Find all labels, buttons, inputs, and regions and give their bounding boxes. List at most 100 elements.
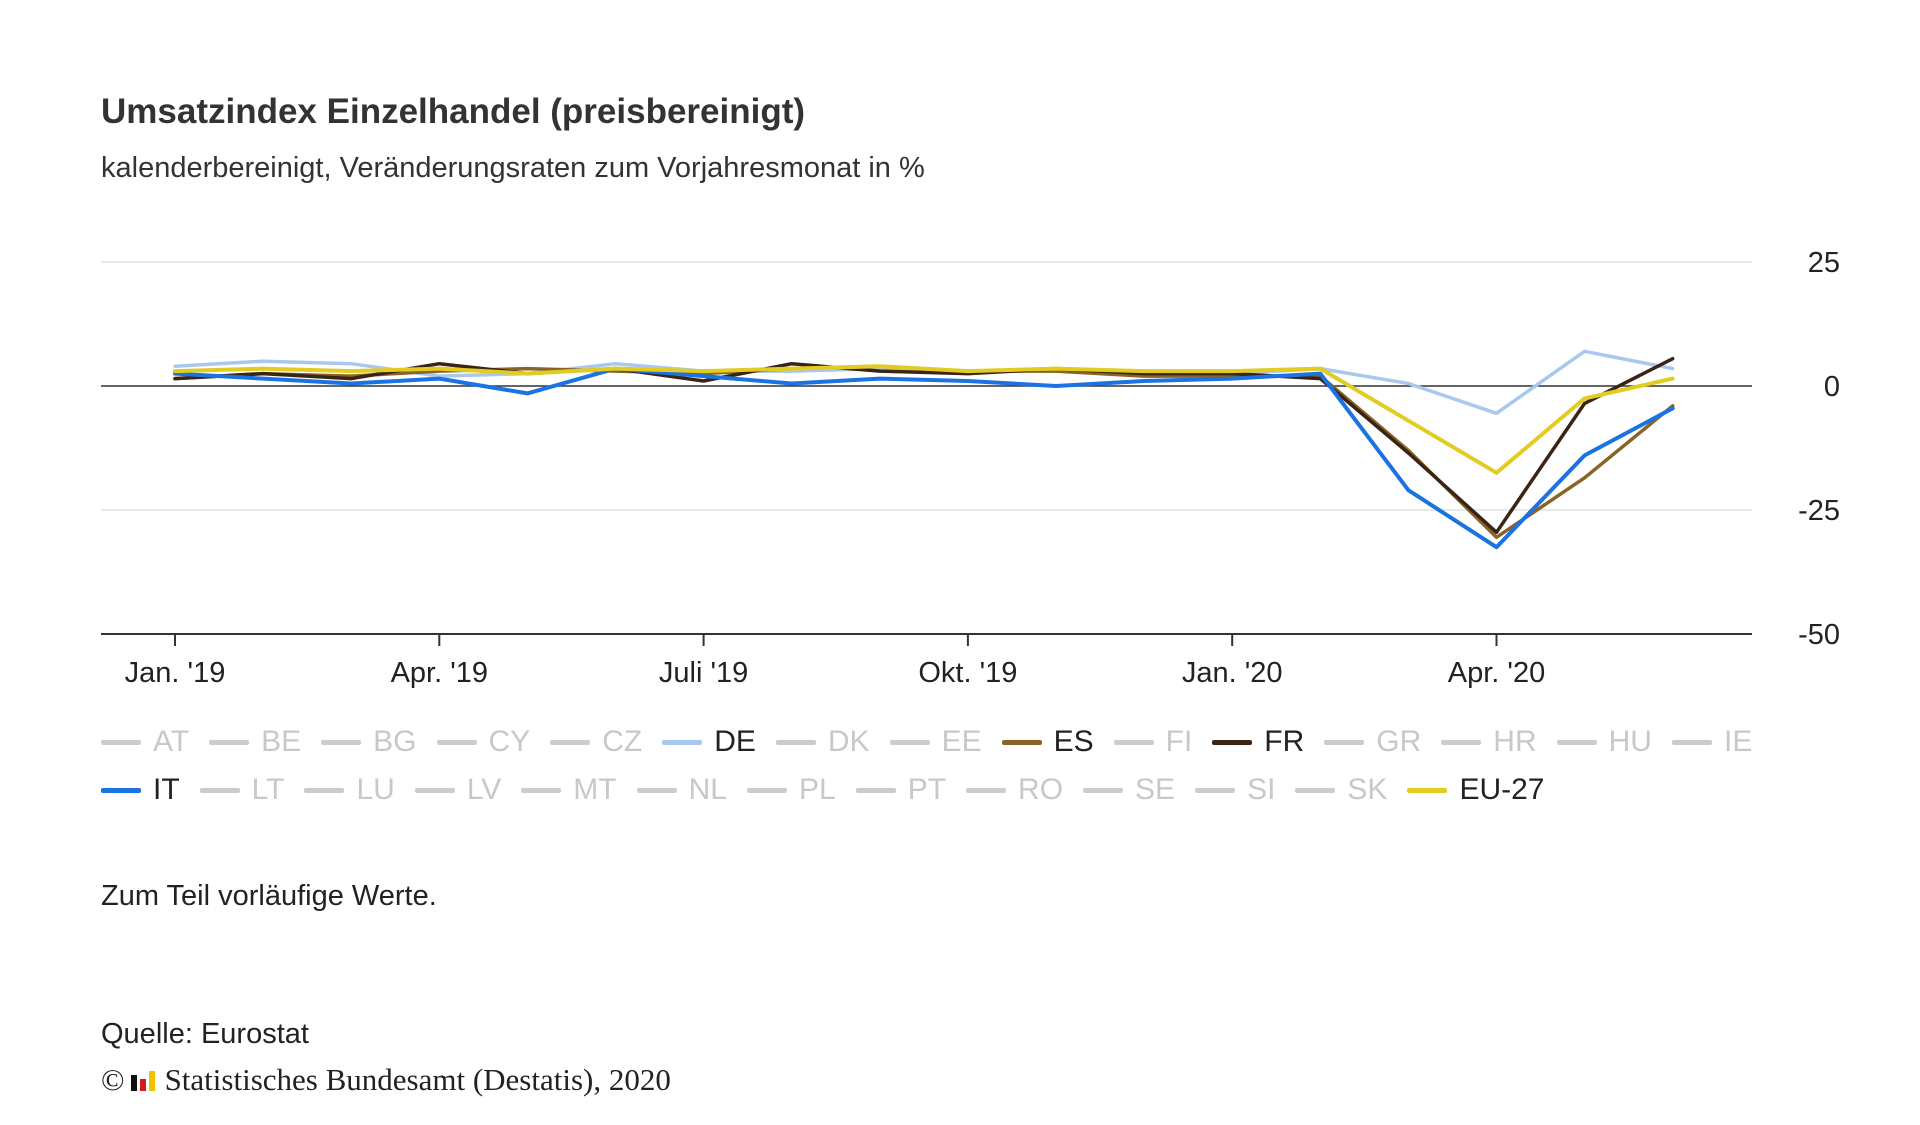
legend-swatch: [321, 739, 362, 745]
legend-label: SI: [1247, 773, 1276, 806]
legend-item-cy[interactable]: CY: [436, 724, 531, 760]
legend-item-ie[interactable]: IE: [1671, 724, 1753, 760]
legend-swatch: [101, 739, 141, 745]
legend-swatch: [1113, 739, 1154, 745]
x-tick-label: Juli '19: [659, 657, 748, 689]
legend-label: HR: [1493, 725, 1537, 758]
legend-item-lu[interactable]: LU: [304, 772, 395, 808]
legend-swatch: [101, 787, 141, 793]
legend-item-fr[interactable]: FR: [1212, 724, 1304, 760]
legend-item-fi[interactable]: FI: [1113, 724, 1193, 760]
legend-item-hr[interactable]: HR: [1441, 724, 1537, 760]
legend-label: DE: [714, 725, 756, 758]
legend-item-se[interactable]: SE: [1083, 772, 1175, 808]
legend-swatch: [1295, 787, 1336, 793]
legend-swatch: [550, 739, 591, 745]
legend-label: CZ: [602, 725, 643, 758]
legend-item-lv[interactable]: LV: [414, 772, 502, 808]
legend-swatch: [1083, 787, 1124, 793]
legend-label: PT: [907, 773, 947, 806]
legend-item-cz[interactable]: CZ: [550, 724, 642, 760]
series-lines: [173, 349, 1675, 550]
legend-swatch: [1195, 787, 1236, 793]
legend-swatch: [855, 787, 896, 793]
legend-label: FI: [1165, 725, 1193, 758]
legend: AT BE BG CY CZ DE DK EE ES FI FR GR HR HU IE IT LT LU LV MT…: [101, 724, 1801, 808]
legend-swatch: [889, 739, 930, 745]
legend-swatch: [1212, 739, 1253, 745]
legend-label: MT: [573, 773, 617, 806]
y-tick-label: 0: [1824, 371, 1840, 403]
axes: [101, 385, 1752, 646]
legend-label: SK: [1347, 773, 1388, 806]
legend-label: EU-27: [1459, 773, 1545, 806]
legend-item-gr[interactable]: GR: [1324, 724, 1421, 760]
source-text: Quelle: Eurostat: [101, 1018, 309, 1050]
legend-item-ee[interactable]: EE: [889, 724, 982, 760]
legend-item-ro[interactable]: RO: [966, 772, 1063, 808]
legend-label: PL: [798, 773, 836, 806]
legend-label: RO: [1018, 773, 1064, 806]
y-tick-label: 25: [1808, 247, 1840, 279]
legend-item-it[interactable]: IT: [101, 772, 180, 808]
legend-swatch: [1001, 739, 1042, 745]
legend-label: CY: [488, 725, 531, 758]
legend-item-pl[interactable]: PL: [746, 772, 836, 808]
legend-item-pt[interactable]: PT: [855, 772, 947, 808]
legend-swatch: [414, 787, 455, 793]
x-tick-label: Jan. '20: [1182, 657, 1283, 689]
legend-label: IT: [153, 773, 180, 806]
legend-label: BE: [261, 725, 302, 758]
x-tick-label: Apr. '20: [1448, 657, 1545, 689]
series-line-eu-27: [173, 364, 1675, 475]
legend-swatch: [746, 787, 787, 793]
legend-swatch: [521, 787, 562, 793]
legend-item-lt[interactable]: LT: [199, 772, 285, 808]
series-line-it: [173, 366, 1675, 550]
x-tick-label: Okt. '19: [918, 657, 1017, 689]
legend-item-es[interactable]: ES: [1001, 724, 1094, 760]
legend-label: FR: [1264, 725, 1305, 758]
chart-subtitle: kalenderbereinigt, Veränderungsraten zum…: [101, 152, 925, 184]
legend-item-dk[interactable]: DK: [775, 724, 870, 760]
legend-label: IE: [1723, 725, 1753, 758]
legend-swatch: [662, 739, 703, 745]
legend-label: DK: [827, 725, 870, 758]
copyright: © Statistisches Bundesamt (Destatis), 20…: [101, 1062, 671, 1098]
line-chart: 25 0 -25 -50 Jan. '19 Apr. '19 Juli '19 Okt. '1…: [101, 247, 1840, 689]
legend-swatch: [1441, 739, 1482, 745]
chart-title: Umsatzindex Einzelhandel (preisbereinigt…: [101, 92, 806, 131]
legend-item-si[interactable]: SI: [1195, 772, 1275, 808]
legend-item-mt[interactable]: MT: [521, 772, 617, 808]
series-line-fr: [173, 356, 1675, 535]
legend-label: EE: [941, 725, 982, 758]
legend-item-nl[interactable]: NL: [636, 772, 727, 808]
legend-item-eu-27[interactable]: EU-27: [1407, 772, 1545, 808]
legend-swatch: [304, 787, 345, 793]
legend-item-sk[interactable]: SK: [1295, 772, 1387, 808]
legend-label: LT: [251, 773, 285, 806]
legend-item-be[interactable]: BE: [209, 724, 301, 760]
legend-swatch: [775, 739, 816, 745]
legend-swatch: [1324, 739, 1365, 745]
legend-label: LV: [466, 773, 502, 806]
legend-item-bg[interactable]: BG: [321, 724, 417, 760]
legend-label: BG: [373, 725, 417, 758]
y-tick-label: -50: [1798, 619, 1840, 651]
legend-label: NL: [688, 773, 727, 806]
grid-lines: [101, 261, 1752, 511]
copyright-text: Statistisches Bundesamt (Destatis), 2020: [164, 1062, 671, 1097]
legend-swatch: [209, 739, 250, 745]
legend-swatch: [1407, 787, 1448, 793]
legend-item-hu[interactable]: HU: [1556, 724, 1652, 760]
legend-swatch: [636, 787, 677, 793]
legend-item-at[interactable]: AT: [101, 724, 189, 760]
copyright-symbol: ©: [101, 1062, 125, 1097]
legend-swatch: [966, 787, 1007, 793]
x-tick-label: Apr. '19: [391, 657, 488, 689]
legend-swatch: [199, 787, 240, 793]
legend-label: ES: [1053, 725, 1094, 758]
tick-labels: 25 0 -25 -50 Jan. '19 Apr. '19 Juli '19 Okt. '1…: [125, 247, 1840, 689]
series-line-es: [173, 364, 1675, 540]
legend-item-de[interactable]: DE: [662, 724, 756, 760]
